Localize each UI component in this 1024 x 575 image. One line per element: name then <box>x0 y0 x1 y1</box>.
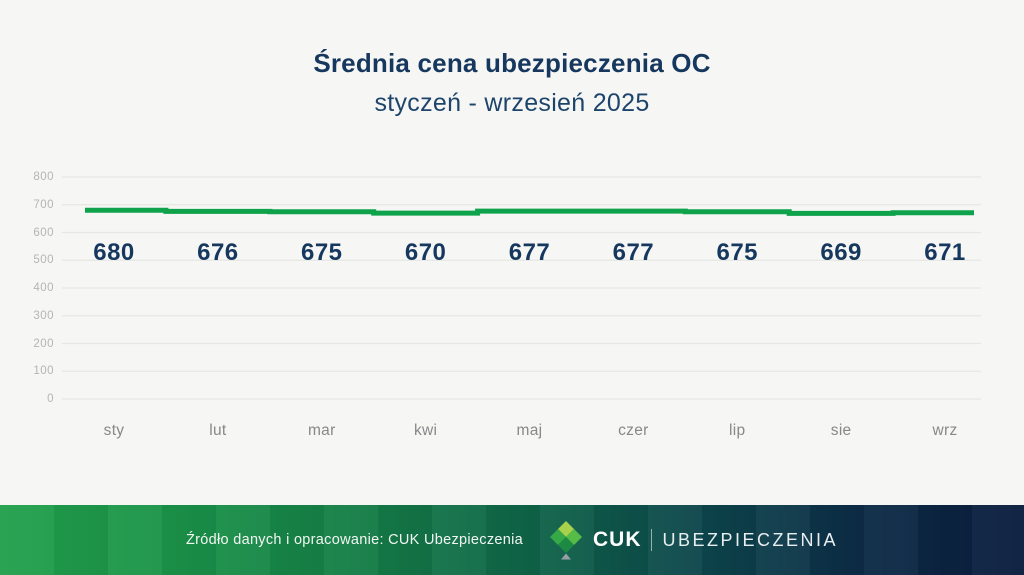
x-axis-month-label: sie <box>830 422 852 439</box>
data-value-label: 680 <box>93 239 135 266</box>
price-step-line <box>85 207 974 216</box>
data-value-label: 671 <box>924 239 966 266</box>
y-axis-tick-label: 0 <box>47 393 54 405</box>
brand-divider <box>651 529 653 551</box>
x-axis-month-label: kwi <box>413 422 438 439</box>
y-axis-tick-label: 300 <box>33 309 54 322</box>
chart-subtitle: styczeń - wrzesień 2025 <box>374 89 650 117</box>
footer-bar: Źródło danych i opracowanie: CUK Ubezpie… <box>0 505 1024 575</box>
data-value-label: 669 <box>820 239 862 266</box>
footer-content: Źródło danych i opracowanie: CUK Ubezpie… <box>0 505 1024 575</box>
x-axis-month-label: czer <box>618 422 649 439</box>
brand-secondary: UBEZPIECZENIA <box>662 529 839 550</box>
brand-name: CUK <box>592 528 642 551</box>
chart-header: Średnia cena ubezpieczenia OC styczeń - … <box>0 48 1024 118</box>
cuk-brand-logo: CUK UBEZPIECZENIA <box>549 520 838 560</box>
data-value-label: 675 <box>716 239 759 266</box>
data-value-label: 677 <box>508 239 551 266</box>
y-axis-tick-label: 700 <box>33 198 54 211</box>
x-axis-month-label: mar <box>307 422 336 439</box>
y-axis-tick-label: 100 <box>33 365 54 378</box>
y-axis-tick-label: 600 <box>33 226 54 239</box>
cuk-diamond-logo-icon <box>549 521 582 560</box>
y-axis-tick-label: 500 <box>33 254 54 267</box>
chart-area: 0 100 200 300 400 500 600 700 800 680 676 675 670 677… <box>33 171 981 439</box>
x-axis-month-label: wrz <box>932 422 958 439</box>
data-value-label: 675 <box>300 239 343 266</box>
x-axis-month-label: maj <box>516 422 543 439</box>
step-line-chart <box>62 176 981 400</box>
x-axis-month-label: lip <box>729 422 746 439</box>
data-value-label: 670 <box>404 239 447 266</box>
y-axis-tick-label: 800 <box>33 171 54 183</box>
x-axis-month-label: lut <box>209 422 227 439</box>
source-attribution-text: Źródło danych i opracowanie: CUK Ubezpie… <box>185 532 523 548</box>
chart-title: Średnia cena ubezpieczenia OC <box>313 48 711 78</box>
x-axis-month-label: sty <box>103 422 125 439</box>
y-axis-tick-label: 400 <box>33 282 54 294</box>
y-axis-tick-label: 200 <box>33 337 54 350</box>
data-value-label: 676 <box>197 239 239 266</box>
data-value-label: 677 <box>612 239 655 266</box>
